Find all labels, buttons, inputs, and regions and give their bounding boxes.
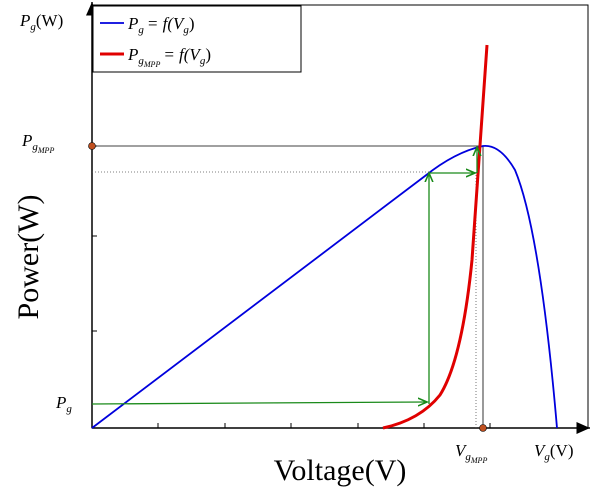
label-part: P — [55, 393, 66, 412]
label-part: ) — [189, 14, 195, 33]
label-part: MPP — [37, 146, 55, 155]
label-part: P — [127, 45, 138, 64]
label-part: = f(V — [147, 14, 186, 33]
label-part: ) — [205, 45, 211, 64]
tracking-arrows — [91, 147, 477, 404]
label-part: P — [21, 131, 32, 150]
legend — [92, 5, 302, 73]
legend-entry: Pg = f(Vg) — [127, 14, 195, 36]
power-curve — [91, 145, 558, 429]
x-axis-title: Voltage(V) — [274, 454, 407, 487]
label-part: g — [138, 55, 144, 67]
label-part: MPP — [470, 456, 488, 465]
mpp-curve — [382, 44, 489, 430]
label-part: g — [200, 55, 206, 67]
label-part: V — [455, 441, 468, 460]
label-part: P — [19, 11, 30, 30]
label-part: (W) — [36, 11, 63, 30]
p-mpp-label: PgMPP — [21, 131, 54, 155]
label-part: = f(V — [163, 45, 202, 64]
label-part: g — [30, 21, 36, 33]
ticks — [92, 145, 558, 428]
x-corner-label: Vg(V) — [534, 441, 574, 463]
label-part: g — [465, 451, 471, 463]
label-part: g — [66, 403, 72, 415]
label-part: (V) — [550, 441, 574, 460]
y-corner-label: Pg(W) — [19, 11, 63, 33]
mpp-point-x — [479, 424, 487, 432]
label-part: MPP — [143, 60, 161, 69]
p-g-label: Pg — [55, 393, 72, 415]
label-part: g — [138, 24, 144, 36]
label-part: g — [544, 451, 550, 463]
label-part: g — [183, 24, 189, 36]
label-part: V — [534, 441, 547, 460]
mpp-point-y — [88, 142, 96, 150]
y-axis-title: Power(W) — [12, 195, 45, 320]
label-part: P — [127, 14, 138, 33]
legend-entry: PgMPP= f(Vg) — [127, 45, 211, 69]
v-mpp-label: VgMPP — [455, 441, 487, 465]
label-part: g — [32, 141, 38, 153]
